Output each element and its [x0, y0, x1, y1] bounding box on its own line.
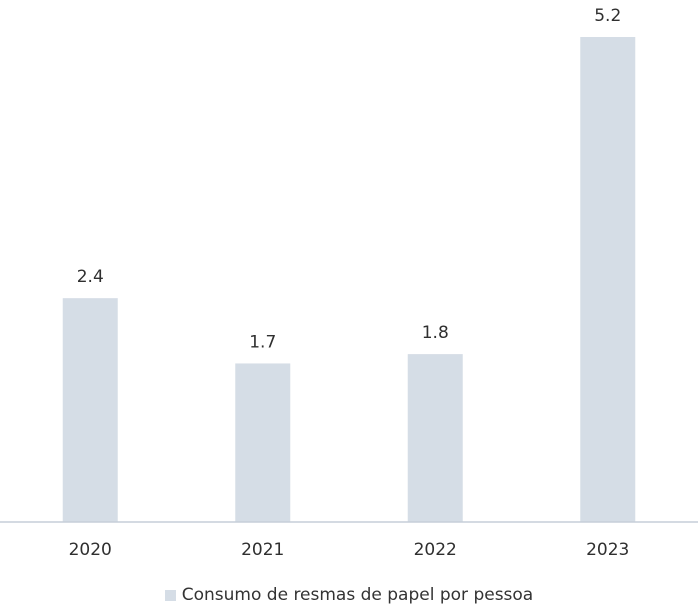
- legend-label: Consumo de resmas de papel por pessoa: [181, 585, 534, 605]
- x-tick-labels-layer: 2020 2021 2022 2023: [69, 540, 630, 560]
- legend-swatch: [164, 589, 176, 601]
- x-tick-label-2023: 2023: [586, 540, 629, 560]
- data-labels-layer: 2.4 1.7 1.8 5.2: [77, 6, 622, 352]
- bar-2022: [407, 354, 463, 522]
- data-label-2020: 2.4: [77, 267, 104, 287]
- x-tick-label-2022: 2022: [414, 540, 457, 560]
- legend: Consumo de resmas de papel por pessoa: [0, 585, 698, 605]
- x-tick-label-2020: 2020: [69, 540, 112, 560]
- bar-2020: [62, 298, 118, 522]
- bars-layer: [62, 37, 636, 522]
- x-tick-label-2021: 2021: [241, 540, 284, 560]
- bar-2021: [235, 363, 291, 522]
- data-label-2021: 1.7: [249, 332, 276, 352]
- bar-2023: [580, 37, 636, 522]
- data-label-2022: 1.8: [422, 323, 449, 343]
- bar-chart: 2.4 1.7 1.8 5.2 2020 2021 2022 2023: [0, 6, 698, 560]
- data-label-2023: 5.2: [594, 6, 621, 26]
